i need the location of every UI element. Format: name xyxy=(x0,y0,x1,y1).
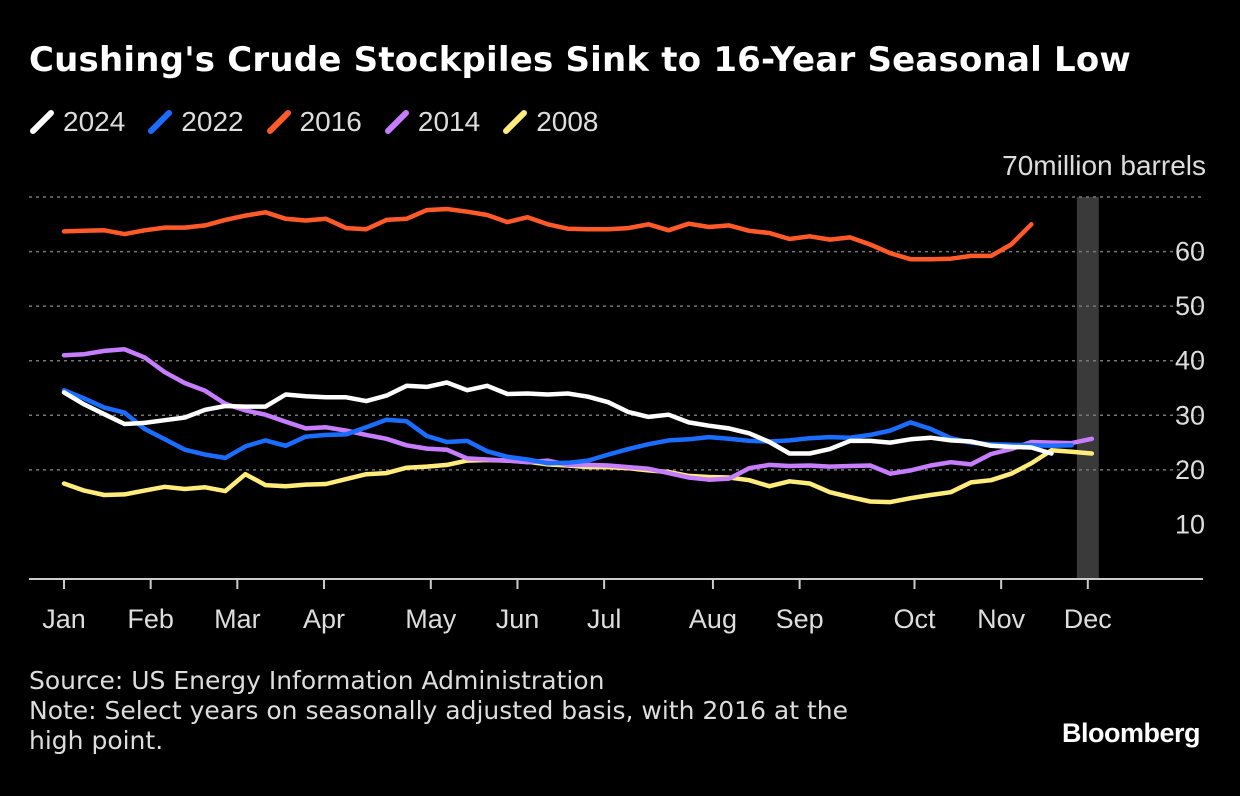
bloomberg-logo: Bloomberg xyxy=(1061,718,1201,748)
legend-swatch-2008 xyxy=(503,110,528,134)
legend-label-2016: 2016 xyxy=(299,106,362,137)
legend-item-2016: 2016 xyxy=(266,106,362,138)
chart-title: Cushing's Crude Stockpiles Sink to 16-Ye… xyxy=(29,40,1132,80)
footer: Source: US Energy Information Administra… xyxy=(29,666,889,756)
x-tick-label-dec: Dec xyxy=(1064,604,1112,634)
x-tick-label-mar: Mar xyxy=(214,604,261,634)
y-tick-label-60: 60 xyxy=(1175,237,1205,267)
legend-label-2008: 2008 xyxy=(536,106,599,137)
legend-item-2022: 2022 xyxy=(147,106,244,138)
y-tick-label-30: 30 xyxy=(1175,400,1205,430)
y-axis-unit-label: 70million barrels xyxy=(1002,150,1206,181)
legend-swatch-2014 xyxy=(384,110,409,134)
y-tick-label-40: 40 xyxy=(1175,346,1205,376)
x-tick-label-oct: Oct xyxy=(893,604,936,634)
legend-item-2024: 2024 xyxy=(29,106,125,138)
y-tick-label-10: 10 xyxy=(1175,509,1205,539)
legend: 2024 2022 2016 2014 2008 xyxy=(29,106,620,138)
series-line-2016 xyxy=(61,206,1034,262)
legend-item-2014: 2014 xyxy=(384,106,480,138)
x-tick-label-jan: Jan xyxy=(42,604,86,634)
legend-item-2008: 2008 xyxy=(502,106,598,138)
legend-swatch-2016 xyxy=(266,110,291,134)
x-tick-label-feb: Feb xyxy=(127,604,174,634)
y-tick-label-50: 50 xyxy=(1175,291,1205,321)
x-tick-label-jul: Jul xyxy=(587,604,622,634)
legend-label-2022: 2022 xyxy=(181,106,244,137)
note: Note: Select years on seasonally adjuste… xyxy=(29,696,849,755)
source-note: Source: US Energy Information Administra… xyxy=(29,666,605,695)
x-tick-label-jun: Jun xyxy=(496,604,540,634)
x-tick-label-sep: Sep xyxy=(776,604,824,634)
legend-swatch-2024 xyxy=(30,110,54,134)
series-line-2024 xyxy=(61,380,1054,456)
x-tick-label-apr: Apr xyxy=(303,604,345,634)
x-tick-label-nov: Nov xyxy=(977,604,1026,634)
x-tick-label-aug: Aug xyxy=(689,604,737,634)
legend-label-2014: 2014 xyxy=(417,106,481,137)
legend-label-2024: 2024 xyxy=(63,106,126,137)
x-tick-label-may: May xyxy=(405,604,457,634)
dec-highlight-band xyxy=(1076,197,1099,579)
series-line-2022 xyxy=(61,387,1074,466)
y-tick-label-20: 20 xyxy=(1175,455,1205,485)
legend-swatch-2022 xyxy=(148,110,173,134)
